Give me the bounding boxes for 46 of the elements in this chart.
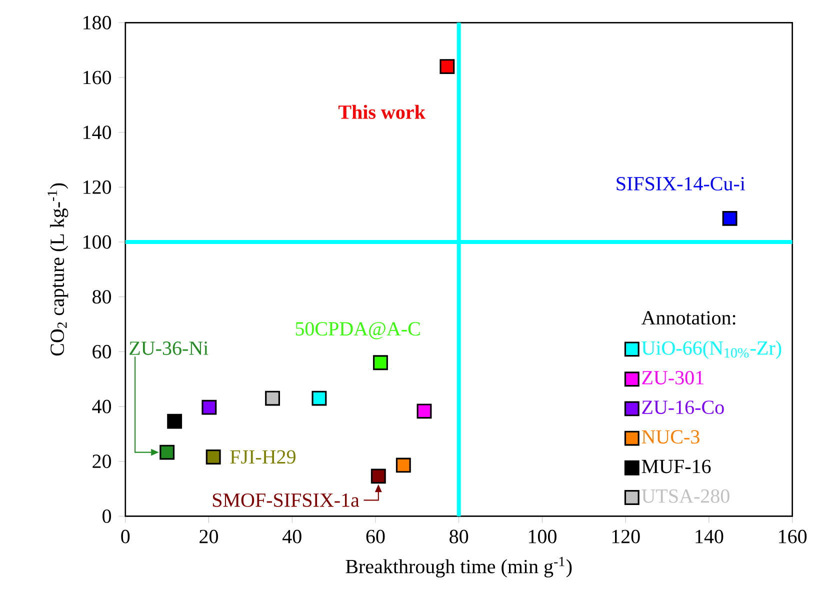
- legend-label: MUF-16: [642, 460, 711, 474]
- legend-label: ZU-16-Co: [642, 400, 724, 414]
- y-tick-label: 80: [92, 290, 112, 304]
- point: [160, 445, 175, 460]
- annotation: This work: [338, 105, 426, 120]
- y-tick-label: 20: [92, 454, 112, 468]
- point: [373, 355, 388, 370]
- x-tick-label: 160: [779, 530, 807, 544]
- x-axis-title: Breakthrough time (min g$^{-1}$): [346, 557, 572, 578]
- x-tick-label: 40: [282, 530, 302, 544]
- annotation: FJI-H29: [230, 450, 296, 464]
- legend-label: ZU-301: [642, 371, 704, 385]
- point: [370, 468, 386, 484]
- point: [396, 458, 411, 473]
- point: [416, 404, 432, 419]
- y-tick-label: 40: [92, 400, 112, 414]
- y-tick-label: 60: [92, 345, 112, 359]
- y-tick-label: 100: [84, 235, 112, 249]
- point: [202, 400, 217, 416]
- x-tick-label: 80: [450, 530, 468, 544]
- annotation: SIFSIX-14-Cu-i: [616, 177, 746, 191]
- annotation: ZU-36-Ni: [130, 342, 208, 356]
- y-tick-label: 140: [84, 126, 112, 140]
- point: [167, 414, 182, 430]
- y-tick-label: 160: [84, 70, 112, 84]
- annotation: SMOF-SIFSIX-1a: [212, 494, 360, 508]
- y-tick-label: 0: [102, 510, 112, 524]
- y-tick-label: 180: [84, 16, 112, 30]
- x-tick-label: 120: [612, 530, 640, 544]
- annotation: 50CPDA@A-C: [296, 322, 420, 340]
- x-tick-label: 0: [121, 530, 130, 544]
- point: [722, 211, 738, 226]
- legend-title: Annotation:: [641, 311, 736, 325]
- y-axis-title: CO$_{2}$ capture (L kg-$^{-1}$): [48, 184, 68, 356]
- x-tick-label: 100: [528, 530, 556, 544]
- point: [265, 391, 280, 406]
- legend-label: UiO-66(N$_{10%}$-Zr): [642, 340, 782, 360]
- x-tick-label: 20: [200, 530, 218, 544]
- legend-label: NUC-3: [642, 430, 700, 444]
- legend-label: UTSA-280: [642, 490, 730, 504]
- x-tick-label: 140: [696, 530, 724, 544]
- y-tick-label: 120: [84, 180, 112, 194]
- point: [312, 391, 327, 406]
- point: [440, 59, 455, 74]
- point: [206, 450, 221, 465]
- x-tick-label: 60: [366, 530, 385, 544]
